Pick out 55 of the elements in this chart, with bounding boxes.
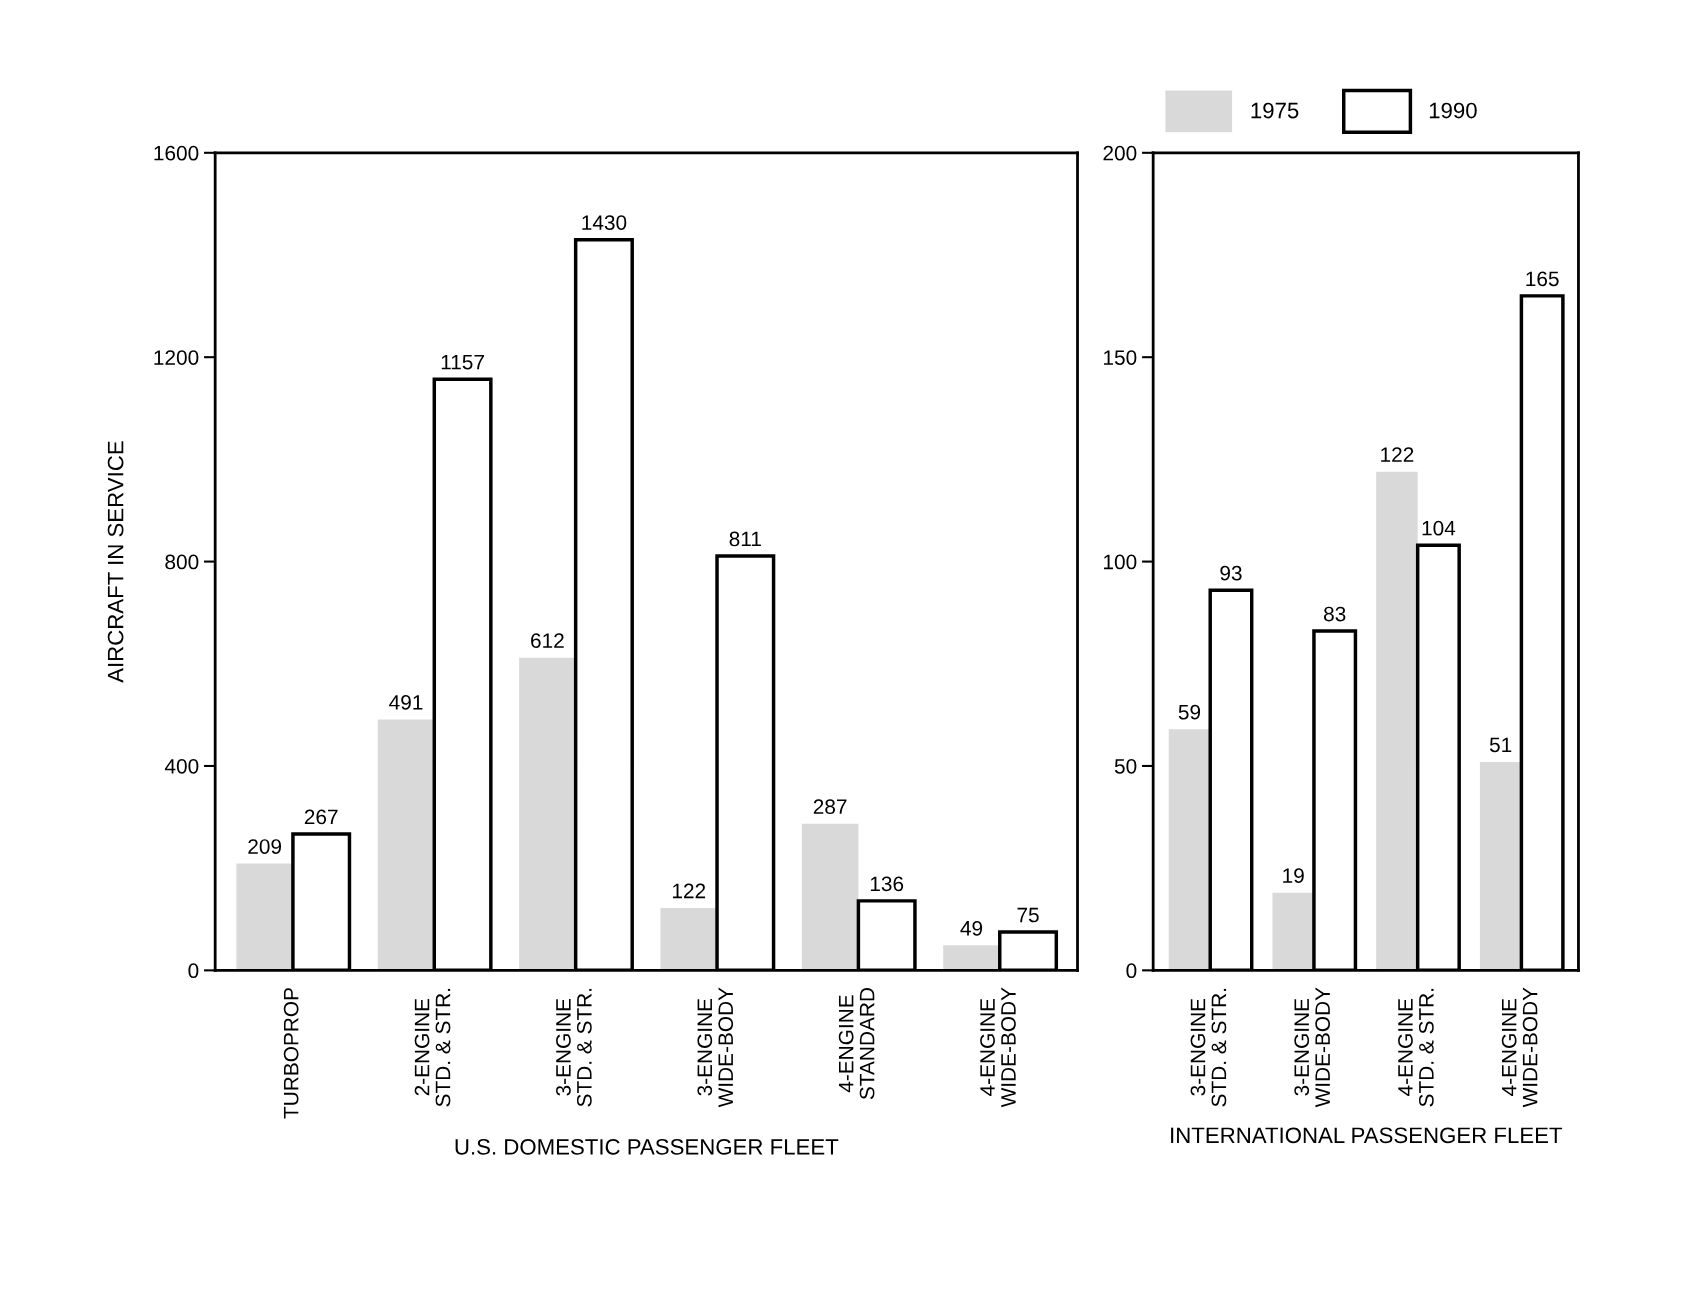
y-tick-label: 0 bbox=[1126, 963, 1137, 979]
data-label: 59 bbox=[1178, 704, 1201, 720]
bar bbox=[1272, 892, 1314, 971]
bar bbox=[236, 863, 293, 971]
legend-label: 1990 bbox=[1429, 102, 1477, 119]
x-axis-title: INTERNATIONAL PASSENGER FLEET bbox=[1171, 1127, 1563, 1144]
legend-label: 1975 bbox=[1251, 102, 1299, 119]
data-label: 104 bbox=[1422, 520, 1456, 536]
data-label: 612 bbox=[531, 633, 564, 648]
data-label: 122 bbox=[672, 883, 706, 899]
data-label: 1157 bbox=[441, 354, 484, 370]
y-tick-label: 1200 bbox=[154, 350, 199, 365]
data-label: 209 bbox=[248, 839, 282, 854]
bar bbox=[519, 657, 576, 971]
y-tick-label: 100 bbox=[1104, 554, 1137, 570]
y-axis-title: AIRCRAFT IN SERVICE bbox=[107, 441, 124, 683]
data-label: 19 bbox=[1283, 868, 1304, 884]
data-label: 75 bbox=[1017, 907, 1039, 923]
y-tick-label: 200 bbox=[1103, 145, 1137, 161]
x-tick-label: 3-ENGINE STD. & STR. bbox=[556, 988, 592, 1107]
y-tick-label: 150 bbox=[1104, 350, 1137, 365]
x-tick-label: 4-ENGINE STD. & STR. bbox=[1398, 988, 1434, 1107]
data-label: 49 bbox=[960, 920, 983, 936]
x-tick-label: TURBOPROP bbox=[283, 988, 299, 1119]
x-tick-label: 3-ENGINE WIDE-BODY bbox=[1294, 987, 1331, 1108]
data-label: 51 bbox=[1489, 737, 1512, 753]
x-tick-label: 3-ENGINE WIDE-BODY bbox=[697, 987, 734, 1108]
y-tick-label: 50 bbox=[1114, 758, 1137, 774]
bar bbox=[943, 945, 1000, 971]
x-axis-title: U.S. DOMESTIC PASSENGER FLEET bbox=[455, 1139, 839, 1155]
data-label: 491 bbox=[389, 695, 423, 710]
y-tick-label: 800 bbox=[165, 554, 199, 570]
bar bbox=[377, 719, 435, 971]
data-label: 165 bbox=[1526, 271, 1559, 287]
bar bbox=[660, 908, 718, 971]
data-label: 267 bbox=[304, 809, 338, 825]
data-label: 287 bbox=[813, 799, 847, 815]
data-label: 83 bbox=[1324, 606, 1346, 622]
data-label: 811 bbox=[729, 531, 761, 547]
y-tick-label: 1600 bbox=[154, 145, 199, 161]
x-tick-label: 2-ENGINE STD. & STR. bbox=[414, 988, 451, 1107]
x-tick-label: 4-ENGINE WIDE-BODY bbox=[980, 987, 1016, 1108]
x-tick-label: 4-ENGINE WIDE-BODY bbox=[1501, 987, 1538, 1108]
data-label: 1430 bbox=[582, 215, 627, 230]
bar bbox=[1479, 761, 1522, 971]
data-label: 122 bbox=[1381, 447, 1414, 462]
y-tick-label: 0 bbox=[188, 963, 199, 979]
data-label: 93 bbox=[1220, 565, 1242, 581]
data-label: 136 bbox=[870, 876, 904, 892]
bar bbox=[801, 823, 859, 971]
bar bbox=[1376, 471, 1418, 971]
y-tick-label: 400 bbox=[164, 758, 199, 774]
x-tick-label: 4-ENGINE STANDARD bbox=[838, 988, 875, 1100]
x-tick-label: 3-ENGINE STD. & STR. bbox=[1190, 988, 1227, 1107]
bar bbox=[1168, 729, 1211, 971]
